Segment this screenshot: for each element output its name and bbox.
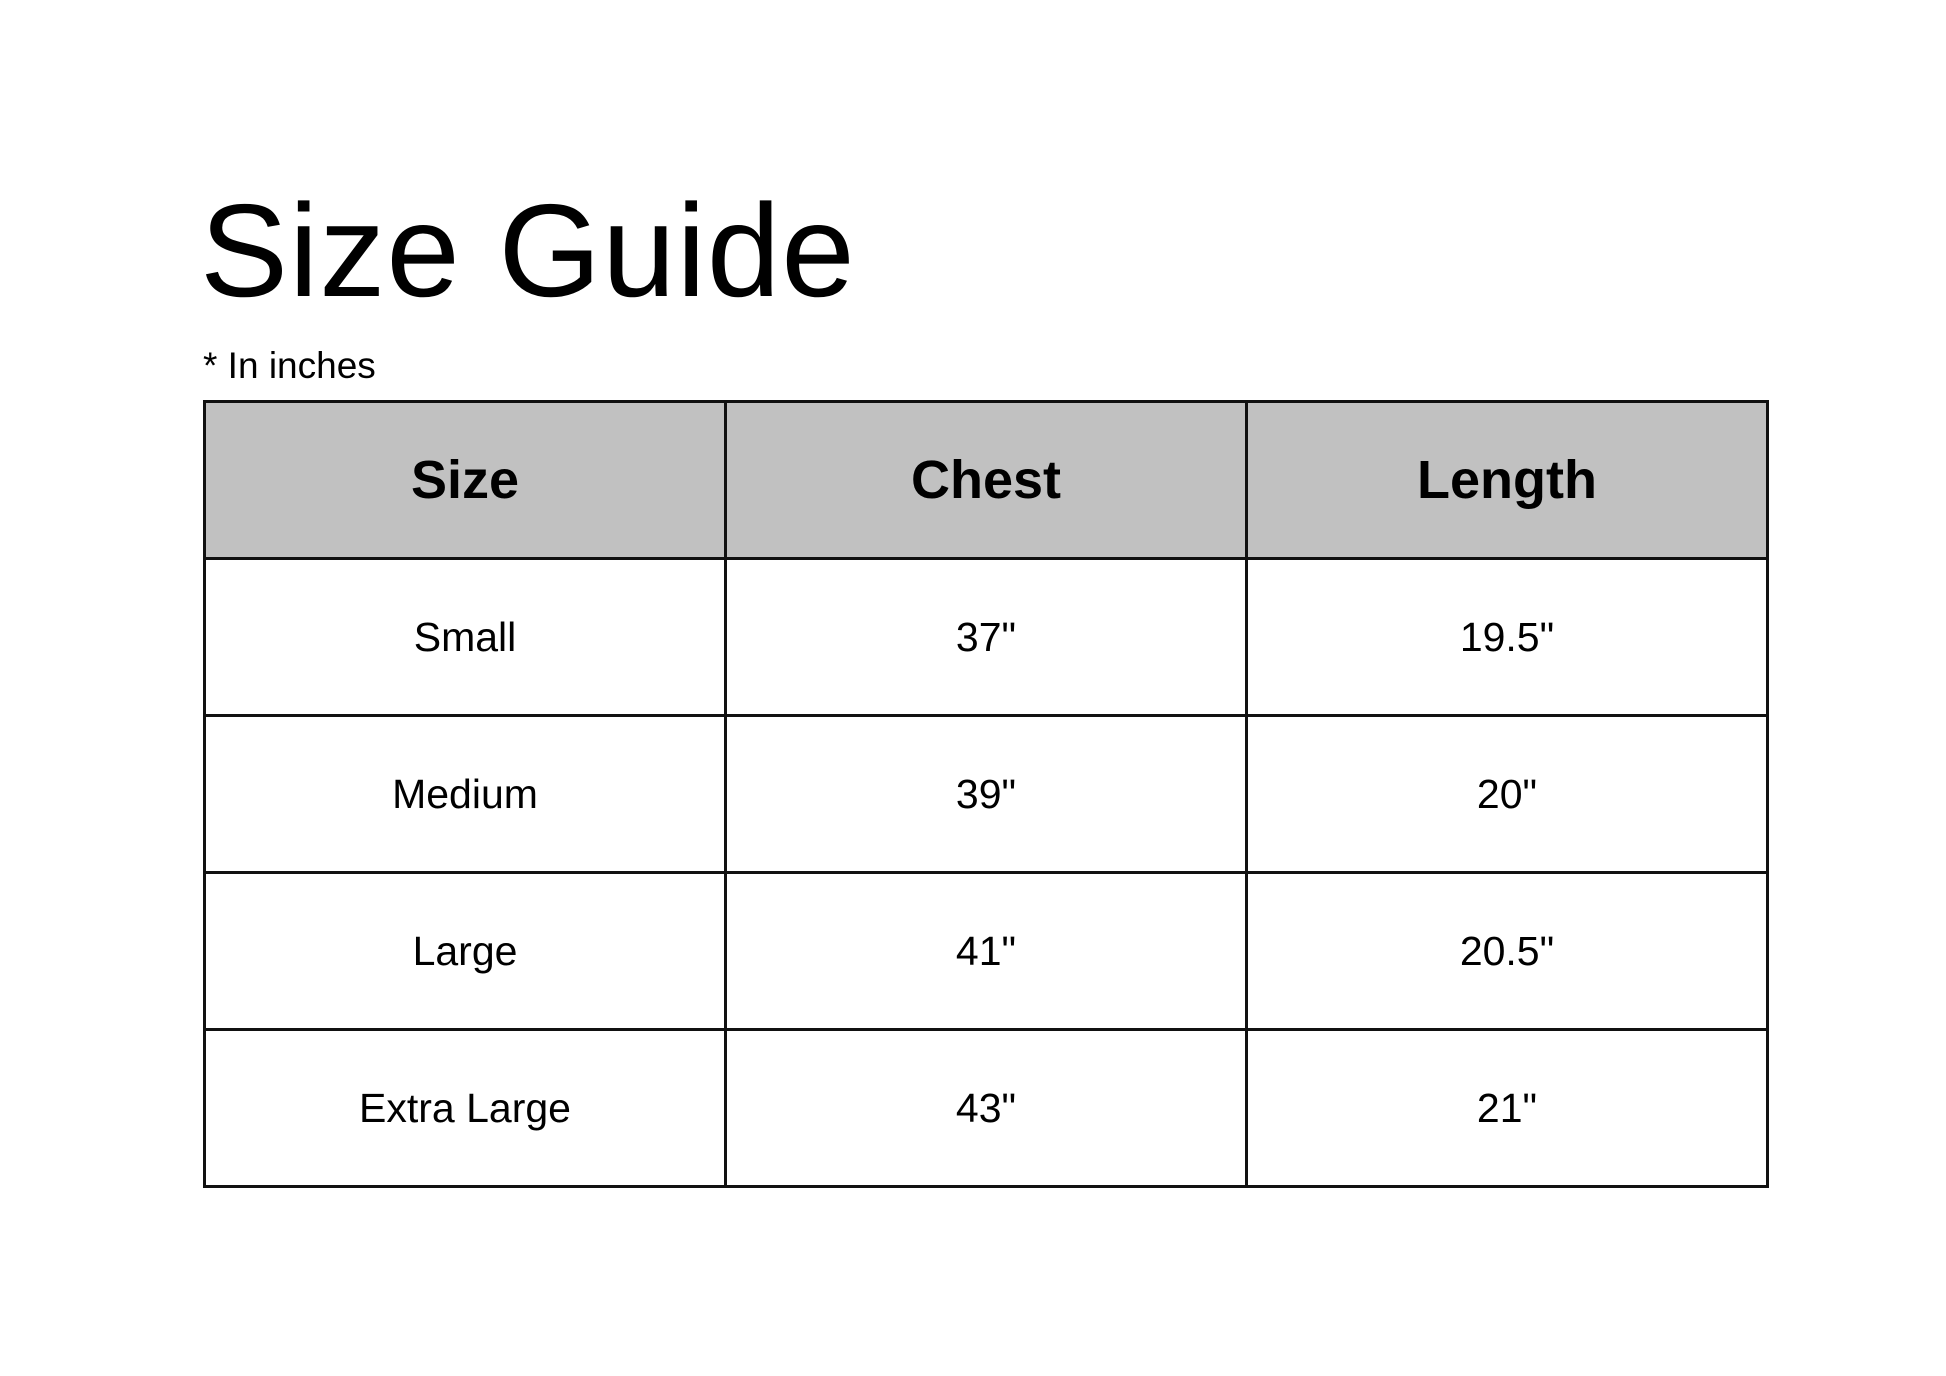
cell-length: 20.5" — [1245, 871, 1769, 1031]
cell-length: 19.5" — [1245, 557, 1769, 717]
table-row: Small 37" 19.5" — [203, 557, 1769, 717]
cell-size: Medium — [203, 714, 727, 874]
cell-size: Small — [203, 557, 727, 717]
header-size: Size — [203, 400, 727, 560]
cell-length: 21" — [1245, 1028, 1769, 1188]
size-table: Size Chest Length Small 37" 19.5" Medium… — [203, 400, 1769, 1188]
table-header-row: Size Chest Length — [203, 400, 1769, 560]
cell-chest: 37" — [724, 557, 1248, 717]
page-title: Size Guide — [200, 177, 856, 324]
header-length: Length — [1245, 400, 1769, 560]
table-row: Large 41" 20.5" — [203, 871, 1769, 1031]
table-row: Extra Large 43" 21" — [203, 1028, 1769, 1188]
cell-size: Large — [203, 871, 727, 1031]
header-chest: Chest — [724, 400, 1248, 560]
cell-length: 20" — [1245, 714, 1769, 874]
units-note: * In inches — [203, 345, 376, 386]
cell-chest: 43" — [724, 1028, 1248, 1188]
cell-chest: 41" — [724, 871, 1248, 1031]
cell-size: Extra Large — [203, 1028, 727, 1188]
cell-chest: 39" — [724, 714, 1248, 874]
table-row: Medium 39" 20" — [203, 714, 1769, 874]
